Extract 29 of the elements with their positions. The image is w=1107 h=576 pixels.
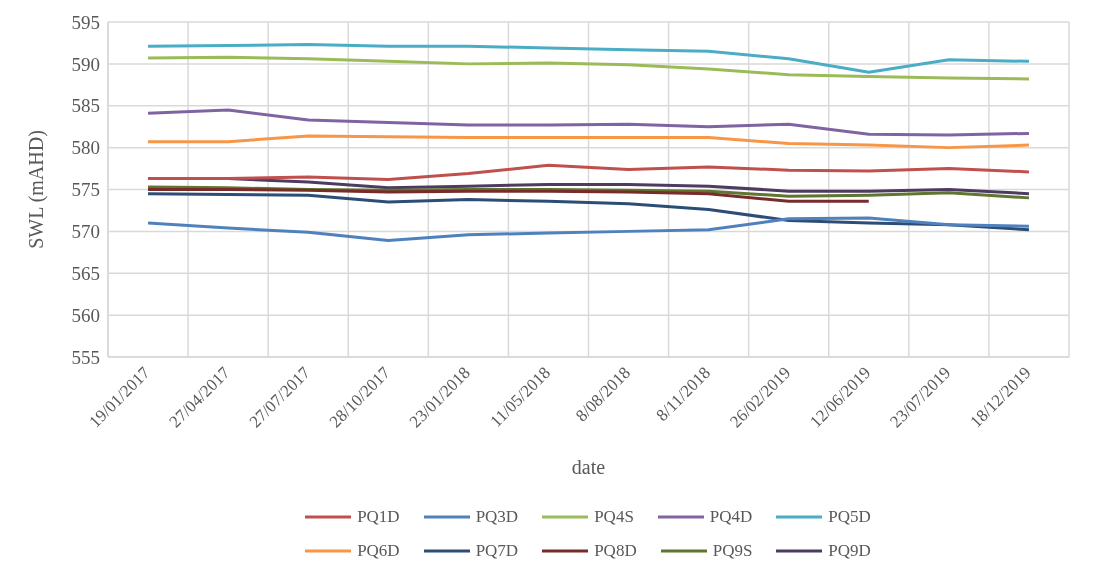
legend-label: PQ1D [356, 506, 400, 528]
legend-label: PQ4S [593, 506, 634, 528]
legend-label: PQ9D [827, 540, 871, 562]
line-series [146, 188, 871, 203]
y-tick-label: 590 [71, 53, 100, 75]
line-series [146, 216, 1031, 243]
x-axis-title: date [571, 456, 606, 478]
legend-label: PQ8D [593, 540, 637, 562]
y-axis-title: SWL (mAHD) [25, 130, 49, 249]
line-series [146, 43, 1031, 74]
legend-label: PQ6D [356, 540, 400, 562]
y-tick-label: 570 [71, 221, 100, 243]
y-tick-label: 580 [71, 137, 100, 159]
line-series [146, 163, 1031, 181]
line-series [146, 55, 1031, 81]
y-tick-label: 565 [71, 262, 100, 284]
legend-label: PQ4D [708, 506, 753, 528]
legend-label: PQ5D [827, 506, 871, 528]
y-tick-label: 555 [71, 346, 100, 368]
line-series [146, 134, 1031, 150]
legend-label: PQ3D [474, 506, 519, 528]
legend-label: PQ7D [474, 540, 519, 562]
line-series [146, 108, 1031, 137]
line-series [146, 192, 1031, 232]
y-tick-label: 575 [71, 179, 100, 201]
y-tick-label: 595 [71, 11, 100, 33]
y-tick-label: 585 [71, 95, 100, 117]
y-tick-label: 560 [71, 304, 100, 326]
legend-label: PQ9S [711, 540, 753, 562]
